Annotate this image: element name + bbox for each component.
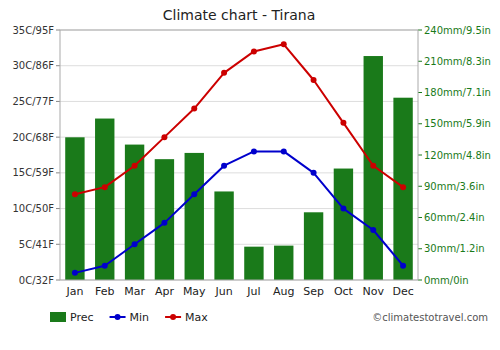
legend-marker	[170, 314, 176, 320]
y2-tick-label: 60mm/2.4in	[424, 212, 485, 223]
plot-data	[65, 41, 413, 280]
marker	[132, 241, 138, 247]
y2-tick-label: 0mm/0in	[424, 275, 469, 286]
tick-mark	[56, 244, 60, 245]
x-tick-label: Sep	[303, 285, 324, 298]
y-tick-label: 15C/59F	[12, 167, 54, 178]
tick-mark	[418, 186, 422, 187]
marker	[400, 184, 406, 190]
marker	[221, 163, 227, 169]
marker	[72, 270, 78, 276]
tick-mark	[56, 172, 60, 173]
marker	[311, 77, 317, 83]
y2-tick-label: 210mm/8.3in	[424, 56, 491, 67]
y2-tick-label: 30mm/1.2in	[424, 243, 485, 254]
x-tick-label: Feb	[95, 285, 114, 298]
y-tick-label: 0C/32F	[19, 275, 54, 286]
x-tick-label: Aug	[273, 285, 294, 298]
y-tick-label: 30C/86F	[12, 60, 54, 71]
x-tick-label: Nov	[363, 285, 385, 298]
bar	[304, 212, 323, 280]
tick-mark	[418, 30, 422, 31]
legend: Prec Min Max	[50, 311, 208, 324]
marker	[102, 184, 108, 190]
y-tick-label: 35C/95F	[12, 25, 54, 36]
grid	[60, 30, 418, 280]
marker	[340, 206, 346, 212]
marker	[102, 263, 108, 269]
title: Climate chart - Tirana	[163, 7, 315, 23]
bar	[364, 56, 383, 280]
bar	[393, 98, 412, 280]
line	[75, 151, 403, 272]
bar	[334, 169, 353, 280]
tick-mark	[418, 280, 422, 281]
y2-tick-label: 90mm/3.6in	[424, 181, 485, 192]
bar	[274, 246, 293, 280]
tick-mark	[56, 208, 60, 209]
marker	[251, 148, 257, 154]
plot-frame	[60, 30, 418, 280]
y-tick-label: 20C/68F	[12, 132, 54, 143]
x-tick-label: Jun	[214, 285, 232, 298]
x-tick-label: Jan	[65, 285, 83, 298]
tick-mark	[56, 280, 60, 281]
tick-mark	[418, 155, 422, 156]
y2-tick-label: 150mm/5.9in	[424, 118, 491, 129]
tick-mark	[56, 101, 60, 102]
legend-swatch	[50, 312, 66, 322]
marker	[72, 191, 78, 197]
x-tick-label: May	[183, 285, 206, 298]
marker	[191, 191, 197, 197]
y-tick-label: 10C/50F	[12, 203, 54, 214]
legend-label: Prec	[70, 311, 94, 324]
x-tick-label: Apr	[155, 285, 175, 298]
marker	[161, 220, 167, 226]
tick-mark	[56, 65, 60, 66]
y2-tick-label: 180mm/7.1in	[424, 87, 491, 98]
tick-mark	[56, 30, 60, 31]
marker	[340, 120, 346, 126]
chart: Climate chart - Tirana 0C/32F 5C/41F 10C/50…	[0, 0, 500, 350]
marker	[370, 163, 376, 169]
legend-label: Min	[130, 311, 150, 324]
bar	[95, 119, 114, 280]
marker	[251, 48, 257, 54]
bar	[185, 153, 204, 280]
marker	[132, 163, 138, 169]
marker	[400, 263, 406, 269]
marker	[370, 227, 376, 233]
bar	[65, 137, 84, 280]
legend-marker	[115, 314, 121, 320]
bar	[214, 191, 233, 280]
bar	[244, 247, 263, 280]
marker	[281, 148, 287, 154]
y2-tick-label: 240mm/9.5in	[424, 25, 491, 36]
tick-mark	[418, 248, 422, 249]
marker	[311, 170, 317, 176]
x-tick-label: Jul	[246, 285, 260, 298]
tick-mark	[418, 61, 422, 62]
marker	[161, 134, 167, 140]
tick-mark	[418, 123, 422, 124]
tick-mark	[418, 217, 422, 218]
marker	[191, 106, 197, 112]
bar	[125, 145, 144, 280]
x-tick-label: Oct	[334, 285, 354, 298]
marker	[281, 41, 287, 47]
y-tick-label: 5C/41F	[19, 239, 54, 250]
tick-mark	[56, 137, 60, 138]
bar	[155, 159, 174, 280]
x-tick-label: Dec	[392, 285, 413, 298]
line	[75, 44, 403, 194]
y2-tick-label: 120mm/4.8in	[424, 150, 491, 161]
watermark: ©climatestotravel.com	[372, 312, 488, 323]
x-tick-label: Mar	[124, 285, 145, 298]
y-tick-label: 25C/77F	[12, 96, 54, 107]
marker	[221, 70, 227, 76]
tick-mark	[418, 92, 422, 93]
legend-label: Max	[185, 311, 208, 324]
